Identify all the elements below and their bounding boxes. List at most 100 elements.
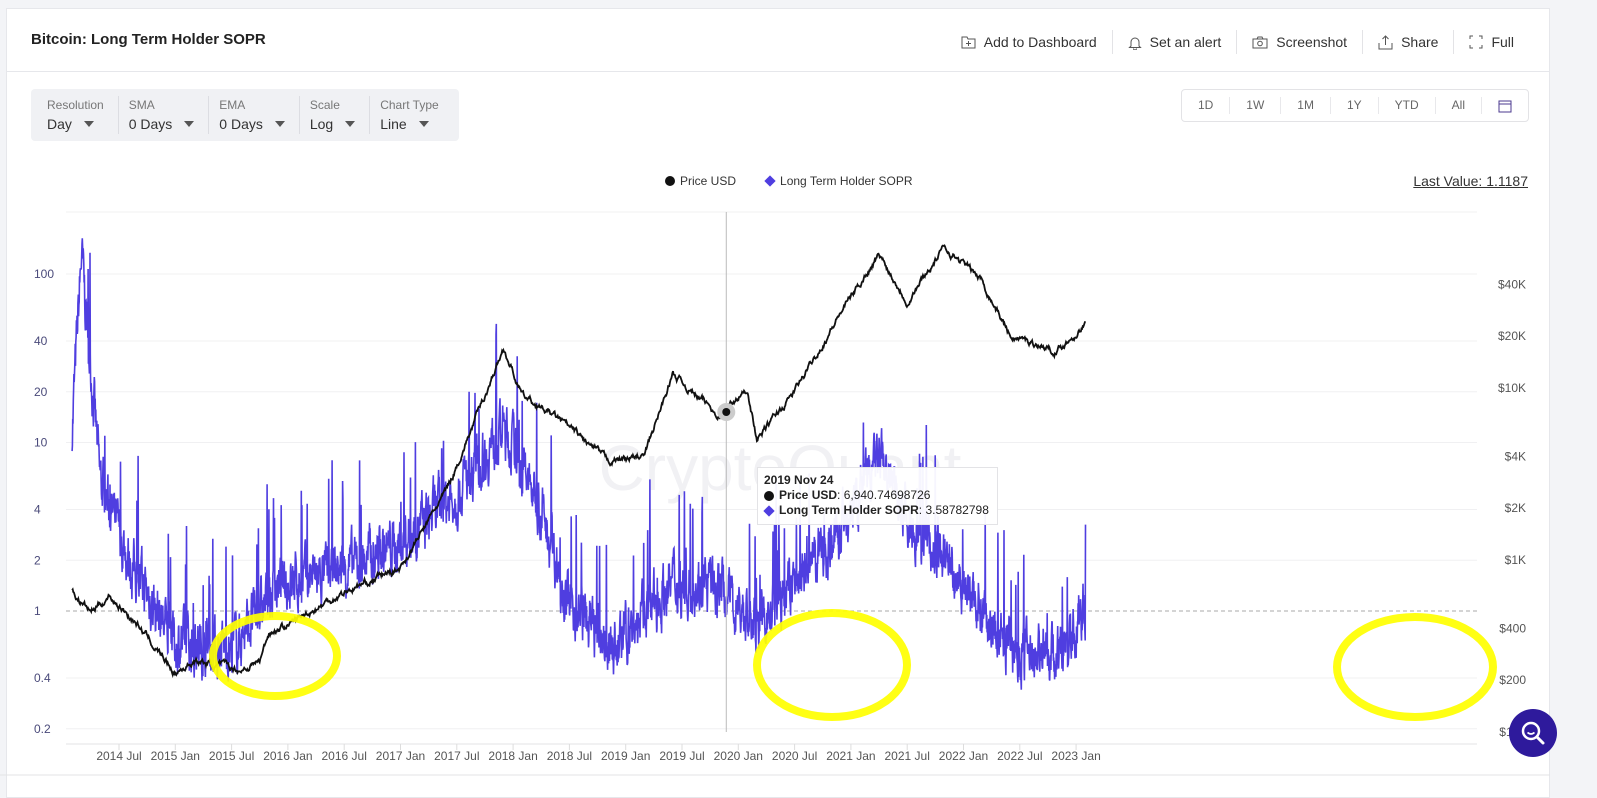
x-tick: 2016 Jul <box>322 749 367 763</box>
x-tick: 2022 Jul <box>997 749 1042 763</box>
highlight-ellipse <box>1333 613 1497 721</box>
bell-icon <box>1127 37 1142 50</box>
ema-label: EMA <box>219 98 246 112</box>
range-1y[interactable]: 1Y <box>1329 97 1378 114</box>
x-tick: 2018 Jul <box>547 749 592 763</box>
x-tick: 2016 Jan <box>263 749 312 763</box>
chart-card: Bitcoin: Long Term Holder SOPR Add to Da… <box>6 8 1550 798</box>
tooltip-sopr-label: Long Term Holder SOPR <box>779 503 919 517</box>
tooltip-sopr-value: : 3.58782798 <box>918 503 989 517</box>
time-range-selector: 1D 1W 1M 1Y YTD All <box>1180 89 1529 122</box>
resolution-dropdown[interactable]: Resolution Day <box>37 96 118 134</box>
x-tick: 2018 Jan <box>488 749 537 763</box>
y-right-tick: $400 <box>1499 621 1526 635</box>
range-1m[interactable]: 1M <box>1280 97 1330 114</box>
share-button[interactable]: Share <box>1362 30 1453 54</box>
sma-value: 0 Days <box>128 116 173 132</box>
x-tick: 2023 Jan <box>1051 749 1100 763</box>
last-value-link[interactable]: Last Value: 1.1187 <box>1413 173 1528 189</box>
sma-dropdown[interactable]: SMA 0 Days <box>117 96 209 134</box>
x-tick: 2021 Jul <box>885 749 930 763</box>
y-left-tick: 4 <box>34 503 41 517</box>
add-to-dashboard-button[interactable]: Add to Dashboard <box>946 30 1112 54</box>
ema-value: 0 Days <box>219 116 263 132</box>
y-right-tick: $20K <box>1498 329 1526 343</box>
y-right-tick: $4K <box>1505 449 1526 463</box>
y-right-tick: $40K <box>1498 277 1526 291</box>
calendar-button[interactable] <box>1481 97 1528 114</box>
chart-legend: Price USD Long Term Holder SOPR <box>665 174 943 188</box>
tooltip-date: 2019 Nov 24 <box>764 473 834 487</box>
y-right-tick: $10K <box>1498 381 1526 395</box>
x-tick: 2015 Jul <box>209 749 254 763</box>
legend-sopr-label: Long Term Holder SOPR <box>780 174 913 188</box>
caret-down-icon <box>418 121 429 127</box>
header-actions: Add to Dashboard Set an alert Screenshot… <box>946 30 1529 54</box>
screenshot-label: Screenshot <box>1276 34 1348 50</box>
tooltip-price-label: Price USD <box>779 488 838 502</box>
y-right-tick: $200 <box>1499 673 1526 687</box>
legend-price-label: Price USD <box>680 174 737 188</box>
range-all[interactable]: All <box>1434 97 1481 114</box>
x-tick: 2022 Jan <box>939 749 988 763</box>
chart-controls: Resolution Day SMA 0 Days EMA 0 Days Sca… <box>31 89 459 141</box>
range-ytd[interactable]: YTD <box>1377 97 1435 114</box>
y-right-tick: $1K <box>1505 553 1526 567</box>
x-tick: 2019 Jul <box>659 749 704 763</box>
search-fab-button[interactable] <box>1509 709 1557 757</box>
chart-type-value: Line <box>380 116 407 132</box>
circle-icon <box>764 490 774 501</box>
page-right-gutter <box>1550 0 1597 790</box>
x-tick: 2021 Jan <box>826 749 875 763</box>
add-to-dashboard-label: Add to Dashboard <box>983 34 1097 50</box>
range-1w[interactable]: 1W <box>1229 97 1280 114</box>
caret-down-icon <box>83 121 94 127</box>
scale-label: Scale <box>309 98 340 112</box>
search-icon <box>1521 721 1545 745</box>
chart-header: Bitcoin: Long Term Holder SOPR Add to Da… <box>7 9 1549 72</box>
tooltip-price-value: : 6,940.74698726 <box>837 488 931 502</box>
y-left-tick: 0.4 <box>34 671 51 685</box>
set-alert-button[interactable]: Set an alert <box>1111 30 1237 54</box>
x-tick: 2014 Jul <box>96 749 141 763</box>
share-label: Share <box>1401 34 1439 50</box>
legend-sopr[interactable]: Long Term Holder SOPR <box>764 174 913 188</box>
y-left-tick: 10 <box>34 436 48 450</box>
crosshair-dot <box>722 408 731 416</box>
x-tick: 2017 Jan <box>376 749 425 763</box>
y-left-tick: 20 <box>34 385 48 399</box>
chart-type-label: Chart Type <box>380 98 439 112</box>
caret-down-icon <box>184 121 195 127</box>
sopr-line <box>71 238 1087 690</box>
ema-dropdown[interactable]: EMA 0 Days <box>208 96 299 134</box>
fullscreen-label: Full <box>1491 34 1514 50</box>
resolution-label: Resolution <box>47 98 104 112</box>
x-tick: 2020 Jan <box>714 749 763 763</box>
x-tick: 2020 Jul <box>772 749 817 763</box>
set-alert-label: Set an alert <box>1149 34 1222 50</box>
page-title: Bitcoin: Long Term Holder SOPR <box>31 31 266 48</box>
y-left-tick: 100 <box>34 267 54 281</box>
fullscreen-icon <box>1469 35 1483 49</box>
resolution-value: Day <box>47 116 72 132</box>
fullscreen-button[interactable]: Full <box>1453 30 1529 54</box>
y-left-tick: 1 <box>34 604 41 618</box>
legend-price[interactable]: Price USD <box>665 174 736 188</box>
y-left-tick: 40 <box>34 334 48 348</box>
y-right-tick: $2K <box>1505 501 1526 515</box>
range-1d[interactable]: 1D <box>1197 98 1214 112</box>
chart-type-dropdown[interactable]: Chart Type Line <box>369 96 452 134</box>
y-left-tick: 0.2 <box>34 722 51 736</box>
camera-icon <box>1252 36 1268 48</box>
screenshot-button[interactable]: Screenshot <box>1236 30 1362 54</box>
add-folder-icon <box>961 36 976 49</box>
scale-dropdown[interactable]: Scale Log <box>298 96 369 134</box>
chart-tooltip: 2019 Nov 24 Price USD: 6,940.74698726 Lo… <box>757 467 998 525</box>
highlight-ellipse <box>753 609 911 721</box>
price-line <box>71 244 1087 679</box>
scale-value: Log <box>309 116 334 132</box>
calendar-icon <box>1498 100 1512 113</box>
x-tick: 2019 Jan <box>601 749 650 763</box>
diamond-icon <box>763 504 775 517</box>
